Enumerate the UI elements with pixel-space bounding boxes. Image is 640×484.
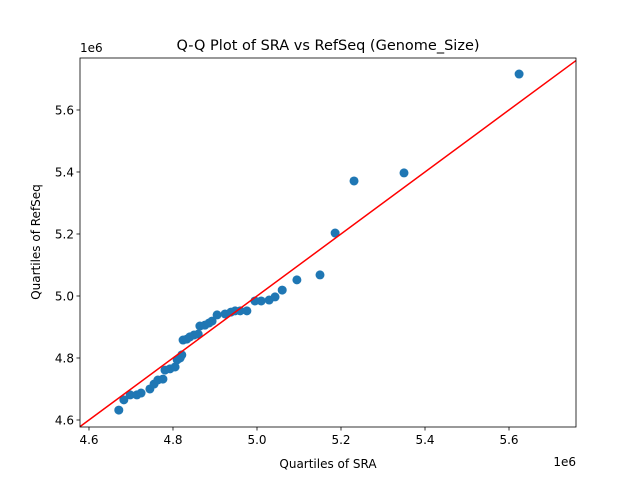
data-point	[242, 306, 252, 316]
y-tick-label: 5.4	[55, 165, 74, 179]
chart-title: Q-Q Plot of SRA vs RefSeq (Genome_Size)	[176, 38, 479, 54]
data-point	[125, 390, 135, 400]
data-point	[114, 405, 124, 415]
data-point	[136, 388, 146, 398]
x-offset-label: 1e6	[553, 455, 576, 469]
x-axis-label: Quartiles of SRA	[279, 457, 377, 471]
reference-line	[79, 59, 577, 428]
y-axis-label: Quartiles of RefSeq	[29, 184, 43, 300]
x-tick-label: 4.6	[79, 433, 98, 447]
data-point	[349, 176, 359, 186]
y-offset-label: 1e6	[80, 41, 103, 55]
data-point	[277, 285, 287, 295]
data-point	[193, 329, 203, 339]
y-tick-label: 5.2	[55, 227, 74, 241]
y-tick-label: 5.6	[55, 103, 74, 117]
plot-frame	[79, 57, 577, 428]
data-point	[292, 275, 302, 285]
data-point	[399, 168, 409, 178]
data-point	[212, 310, 222, 320]
data-point	[207, 316, 217, 326]
data-point	[170, 362, 180, 372]
y-tick-label: 4.8	[55, 351, 74, 365]
x-tick-label: 5.6	[499, 433, 518, 447]
data-point	[119, 395, 129, 405]
data-point	[270, 292, 280, 302]
data-point	[158, 374, 168, 384]
x-tick-label: 5.2	[331, 433, 350, 447]
x-tick-label: 4.8	[163, 433, 182, 447]
data-point	[330, 228, 340, 238]
y-tick-label: 4.6	[55, 413, 74, 427]
data-point	[514, 69, 524, 79]
data-point	[235, 306, 245, 316]
y-tick-label: 5.0	[55, 289, 74, 303]
data-point	[315, 270, 325, 280]
data-point	[256, 296, 266, 306]
x-tick-label: 5.0	[247, 433, 266, 447]
x-tick-label: 5.4	[415, 433, 434, 447]
